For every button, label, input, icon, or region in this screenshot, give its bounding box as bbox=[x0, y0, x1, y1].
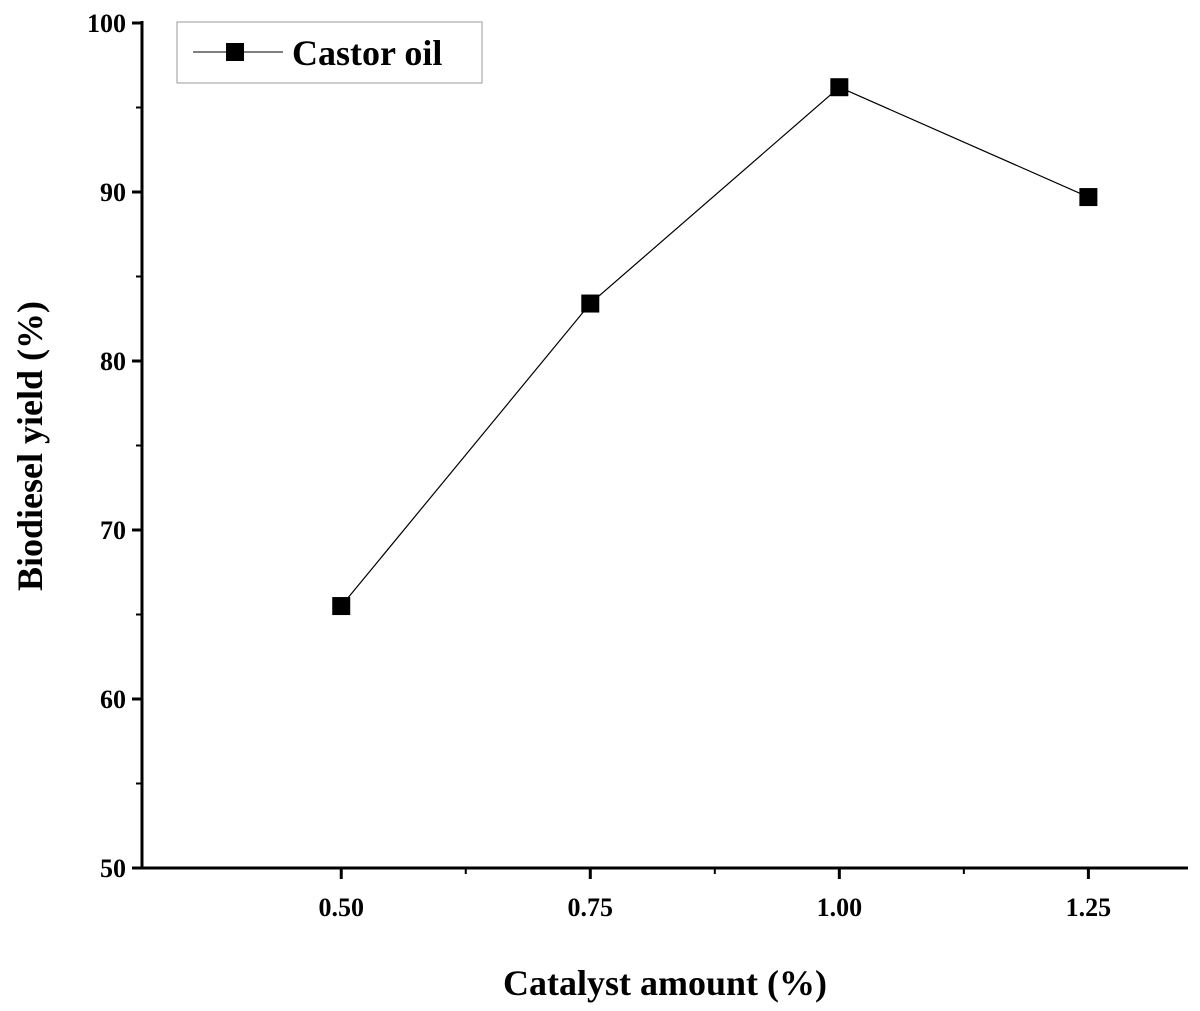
x-tick-label: 0.50 bbox=[318, 893, 364, 922]
y-tick-label: 70 bbox=[100, 516, 126, 545]
series-line bbox=[340, 86, 1089, 607]
y-tick-label: 80 bbox=[100, 347, 126, 376]
legend-square-marker bbox=[226, 43, 244, 61]
y-tick-label: 90 bbox=[100, 178, 126, 207]
y-axis-title: Biodiesel yield (%) bbox=[10, 301, 50, 591]
data-point-marker bbox=[830, 78, 849, 97]
x-tick-label: 1.25 bbox=[1066, 893, 1112, 922]
y-tick-label: 100 bbox=[87, 9, 126, 38]
plot-area bbox=[332, 78, 1098, 616]
legend-box bbox=[176, 21, 483, 84]
x-axis-title: Catalyst amount (%) bbox=[503, 963, 827, 1003]
axes: 50 60 70 80 90 100 0.50 0.75 1.00 1.25 bbox=[87, 9, 1188, 922]
x-tick-label: 0.75 bbox=[568, 893, 614, 922]
y-tick-label: 60 bbox=[100, 685, 126, 714]
y-tick-label: 50 bbox=[100, 854, 126, 883]
legend-label: Castor oil bbox=[292, 33, 442, 73]
data-point-marker bbox=[1079, 188, 1098, 207]
legend: Castor oil bbox=[176, 21, 483, 84]
data-point-marker bbox=[332, 597, 351, 616]
data-point-marker bbox=[581, 294, 600, 313]
x-tick-label: 1.00 bbox=[817, 893, 863, 922]
